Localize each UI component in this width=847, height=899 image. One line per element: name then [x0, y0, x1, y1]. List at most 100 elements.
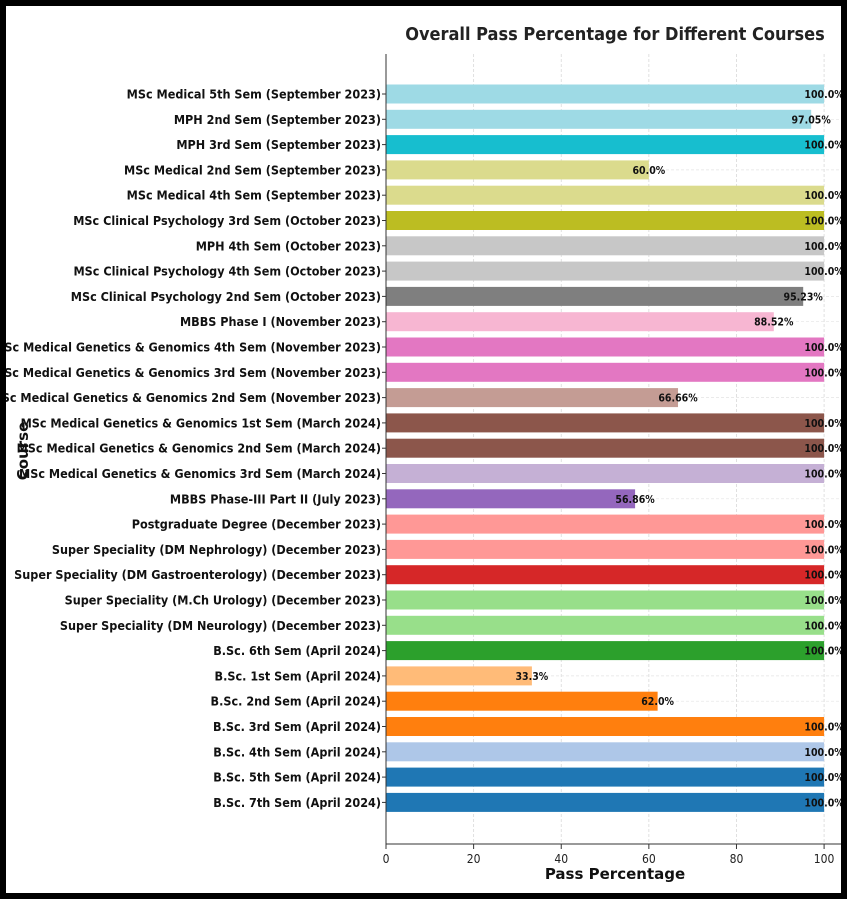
category-label: MPH 4th Sem (October 2023) — [196, 238, 381, 253]
category-label: Super Speciality (M.Ch Urology) (Decembe… — [65, 593, 381, 608]
bar — [386, 160, 649, 180]
bar — [386, 539, 825, 559]
value-label: 60.0% — [632, 165, 665, 177]
x-tick-label: 80 — [730, 852, 744, 866]
value-label: 100.0% — [804, 241, 841, 253]
value-label: 100.0% — [804, 443, 841, 455]
category-label: MSc Medical 5th Sem (September 2023) — [127, 87, 381, 102]
value-label: 100.0% — [804, 747, 841, 759]
value-label: 100.0% — [804, 140, 841, 152]
bar — [386, 261, 825, 281]
bar — [386, 691, 658, 711]
bar — [386, 84, 825, 104]
bar — [386, 641, 825, 661]
bar — [386, 767, 825, 787]
bar — [386, 362, 825, 382]
x-tick-label: 60 — [642, 852, 656, 866]
value-label: 62.0% — [641, 696, 674, 708]
category-label: B.Sc. 6th Sem (April 2024) — [213, 643, 381, 658]
bar — [386, 565, 825, 585]
value-label: 100.0% — [804, 89, 841, 101]
value-label: 88.52% — [754, 317, 794, 329]
category-label: MSc Medical Genetics & Genomics 2nd Sem … — [17, 441, 381, 456]
value-label: 100.0% — [804, 266, 841, 278]
category-label: MSc Medical 4th Sem (September 2023) — [127, 188, 381, 203]
category-label: B.Sc. 4th Sem (April 2024) — [213, 744, 381, 759]
value-label: 100.0% — [804, 797, 841, 809]
bar — [386, 286, 804, 306]
bar — [386, 514, 825, 534]
category-label: MSc Medical Genetics & Genomics 3rd Sem … — [19, 466, 381, 481]
bar — [386, 388, 679, 408]
axes — [382, 54, 841, 849]
value-label: 56.86% — [615, 494, 655, 506]
y-axis-label: Course — [14, 422, 32, 481]
category-label: MSc Clinical Psychology 4th Sem (October… — [73, 264, 381, 279]
bar — [386, 792, 825, 812]
category-label: MBBS Phase-III Part II (July 2023) — [170, 491, 381, 506]
value-label: 100.0% — [804, 595, 841, 607]
x-tick-label: 100 — [814, 852, 835, 866]
x-tick-label: 20 — [467, 852, 481, 866]
value-label: 100.0% — [804, 190, 841, 202]
bar — [386, 413, 825, 433]
value-label: 100.0% — [804, 342, 841, 354]
bar — [386, 109, 812, 129]
category-label: B.Sc. 1st Sem (April 2024) — [215, 668, 381, 683]
bar — [386, 717, 825, 736]
category-label: MSc Medical Genetics & Genomics 3rd Sem … — [6, 365, 381, 380]
category-label: Super Speciality (DM Nephrology) (Decemb… — [52, 542, 381, 557]
value-label: 95.23% — [784, 291, 824, 303]
category-label: B.Sc. 7th Sem (April 2024) — [213, 795, 381, 810]
category-label: MBBS Phase I (November 2023) — [180, 314, 381, 329]
x-axis-label: Pass Percentage — [545, 865, 685, 883]
bars — [386, 84, 825, 812]
bar — [386, 337, 825, 357]
category-label: MSc Medical Genetics & Genomics 2nd Sem … — [6, 390, 381, 405]
category-label: Super Speciality (DM Neurology) (Decembe… — [60, 618, 381, 633]
bar — [386, 312, 774, 332]
chart-frame: Overall Pass Percentage for Different Co… — [6, 6, 841, 893]
bar — [386, 438, 825, 458]
bar — [386, 236, 825, 256]
value-label: 100.0% — [804, 620, 841, 632]
value-label: 97.05% — [791, 114, 831, 126]
value-label: 100.0% — [804, 469, 841, 481]
value-label: 100.0% — [804, 418, 841, 430]
value-label: 66.66% — [658, 393, 698, 405]
category-label: Super Speciality (DM Gastroenterology) (… — [14, 567, 381, 582]
category-label: B.Sc. 5th Sem (April 2024) — [213, 770, 381, 785]
value-label: 100.0% — [804, 772, 841, 784]
bar — [386, 615, 825, 635]
value-label: 100.0% — [804, 570, 841, 582]
category-label: MSc Medical Genetics & Genomics 4th Sem … — [6, 340, 381, 355]
bar — [386, 666, 532, 686]
bar — [386, 211, 825, 230]
bar-chart: Overall Pass Percentage for Different Co… — [6, 24, 841, 883]
category-label: B.Sc. 2nd Sem (April 2024) — [211, 694, 381, 709]
value-label: 100.0% — [804, 722, 841, 734]
category-label: B.Sc. 3rd Sem (April 2024) — [213, 719, 381, 734]
value-label: 100.0% — [804, 216, 841, 228]
bar — [386, 464, 825, 483]
value-label: 100.0% — [804, 544, 841, 556]
bar — [386, 489, 636, 509]
category-label: MPH 2nd Sem (September 2023) — [174, 112, 381, 127]
category-label: MSc Medical 2nd Sem (September 2023) — [124, 162, 381, 177]
labels: 0 20 40 60 80 100 MSc Medical 5th Sem (Septemb… — [6, 87, 841, 867]
bar — [386, 185, 825, 205]
bar — [386, 590, 825, 610]
category-label: MSc Clinical Psychology 2nd Sem (October… — [71, 289, 381, 304]
category-label: MSc Clinical Psychology 3rd Sem (October… — [73, 213, 381, 228]
value-label: 33.3% — [515, 671, 548, 683]
value-label: 100.0% — [804, 519, 841, 531]
category-label: MPH 3rd Sem (September 2023) — [176, 137, 381, 152]
x-tick-label: 40 — [554, 852, 568, 866]
x-tick-label: 0 — [383, 852, 390, 866]
value-label: 100.0% — [804, 367, 841, 379]
bar — [386, 135, 825, 155]
category-label: Postgraduate Degree (December 2023) — [132, 517, 381, 532]
chart-title: Overall Pass Percentage for Different Co… — [405, 24, 825, 45]
bar — [386, 742, 825, 762]
category-label: MSc Medical Genetics & Genomics 1st Sem … — [21, 415, 381, 430]
